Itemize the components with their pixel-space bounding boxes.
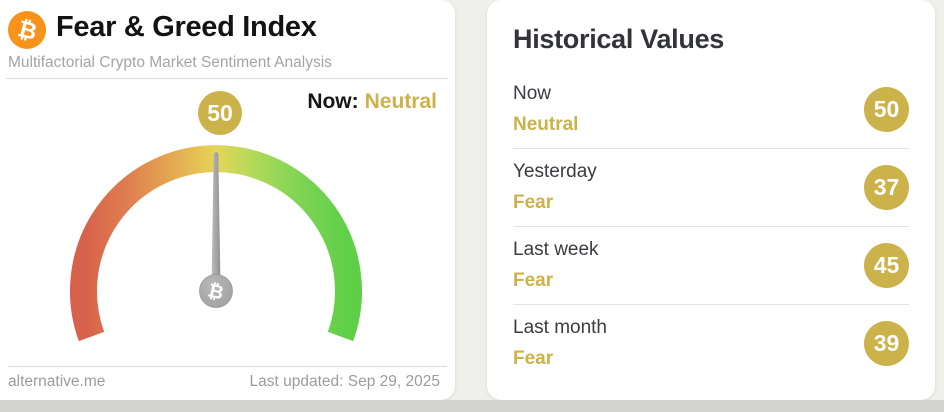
now-label: Now: xyxy=(307,90,359,113)
history-value-badge: 45 xyxy=(864,243,909,288)
page-title: Fear & Greed Index xyxy=(56,11,317,43)
bitcoin-symbol: ₿ xyxy=(14,14,40,45)
last-updated-text: Last updated: Sep 29, 2025 xyxy=(249,373,440,390)
historical-values-card: Historical Values Now Neutral 50 Yesterd… xyxy=(487,0,935,400)
history-row-now: Now Neutral 50 xyxy=(513,71,909,148)
gauge-needle: ₿ xyxy=(199,152,233,308)
footer-divider xyxy=(8,366,447,367)
history-period-label: Last week xyxy=(513,239,599,260)
history-row-yesterday: Yesterday Fear 37 xyxy=(513,148,909,226)
brand-link[interactable]: alternative.me xyxy=(8,373,106,390)
history-row-last-month: Last month Fear 39 xyxy=(513,304,909,382)
needle-hub-bitcoin-symbol: ₿ xyxy=(206,280,226,304)
now-indicator: Now: Neutral xyxy=(307,90,437,114)
gauge-value: 50 xyxy=(207,99,233,126)
history-value: 37 xyxy=(873,174,900,200)
card-footer: alternative.me Last updated: Sep 29, 202… xyxy=(8,373,440,391)
gauge-value-badge: 50 xyxy=(198,91,242,135)
needle-hub xyxy=(199,274,233,308)
history-value-badge: 37 xyxy=(864,165,909,210)
page-bottom-strip xyxy=(0,400,944,412)
history-value-badge: 50 xyxy=(864,87,909,132)
page-subtitle: Multifactorial Crypto Market Sentiment A… xyxy=(8,54,332,71)
header-divider xyxy=(6,78,448,79)
history-classification: Neutral xyxy=(513,114,579,135)
fear-greed-card: ₿ Fear & Greed Index Multifactorial Cryp… xyxy=(0,0,455,400)
history-value: 45 xyxy=(873,252,900,278)
historical-values-title: Historical Values xyxy=(513,24,725,54)
history-value: 50 xyxy=(873,96,900,122)
history-classification: Fear xyxy=(513,192,554,213)
history-period-label: Now xyxy=(513,83,552,104)
history-period-label: Last month xyxy=(513,317,607,338)
history-row-last-week: Last week Fear 45 xyxy=(513,226,909,304)
history-value-badge: 39 xyxy=(864,321,909,366)
history-classification: Fear xyxy=(513,270,554,291)
history-classification: Fear xyxy=(513,348,554,369)
bitcoin-icon: ₿ xyxy=(8,11,46,49)
history-value: 39 xyxy=(873,330,900,356)
now-classification: Neutral xyxy=(364,90,437,113)
history-period-label: Yesterday xyxy=(513,161,597,182)
gauge-chart: ₿ xyxy=(70,145,362,342)
